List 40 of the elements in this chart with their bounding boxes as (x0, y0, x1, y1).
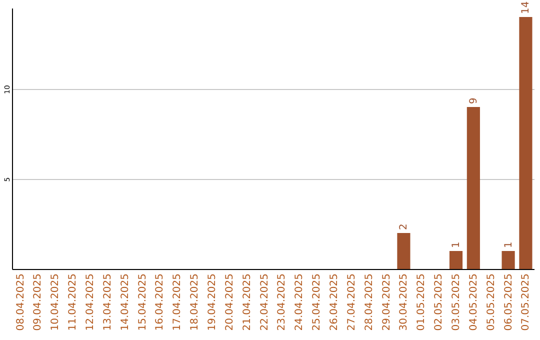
x-tick-label: 02.05.2025 (434, 274, 445, 331)
x-tick-label: 07.05.2025 (520, 274, 532, 331)
data-label: 9 (468, 98, 480, 104)
x-tick-label: 11.04.2025 (68, 274, 79, 331)
x-tick-label: 18.04.2025 (190, 274, 201, 331)
x-tick-label: 19.04.2025 (207, 274, 218, 331)
x-tick-label: 27.04.2025 (346, 274, 358, 331)
x-tick-label: 23.04.2025 (276, 274, 288, 331)
data-label: 1 (451, 242, 462, 248)
x-tick-label: 17.04.2025 (172, 274, 184, 331)
x-tick-label: 21.04.2025 (242, 274, 253, 331)
x-tick-label: 24.04.2025 (294, 274, 306, 331)
bar (466, 107, 480, 269)
x-tick-label: 03.05.2025 (451, 274, 462, 331)
x-tick-label: 25.04.2025 (312, 274, 323, 331)
bar (449, 251, 463, 269)
x-tick-label: 04.05.2025 (468, 274, 480, 331)
x-tick-label: 06.05.2025 (503, 274, 514, 331)
data-label: 2 (398, 224, 410, 230)
bar (502, 251, 515, 269)
x-tick-label: 05.05.2025 (486, 274, 497, 331)
bar (519, 17, 532, 269)
data-label: 14 (520, 1, 532, 14)
x-tick-label: 22.04.2025 (259, 274, 270, 331)
x-tick-label: 28.04.2025 (364, 274, 375, 331)
x-tick-label: 08.04.2025 (15, 274, 26, 331)
x-tick-label: 15.04.2025 (137, 274, 148, 331)
x-tick-label: 26.04.2025 (329, 274, 340, 331)
x-tick-label: 16.04.2025 (154, 274, 166, 331)
x-tick-label: 29.04.2025 (381, 274, 392, 331)
x-tick-label: 10.04.2025 (50, 274, 62, 331)
x-tick-label: 14.04.2025 (120, 274, 131, 331)
x-tick-label: 20.04.2025 (224, 274, 236, 331)
bar (397, 233, 410, 269)
x-tick-label: 01.05.2025 (416, 274, 428, 331)
x-tick-label: 13.04.2025 (102, 274, 114, 331)
x-tick-label: 30.04.2025 (398, 274, 410, 331)
x-tick-label: 09.04.2025 (32, 274, 44, 331)
data-label: 1 (503, 242, 514, 248)
x-tick-label: 12.04.2025 (84, 274, 96, 331)
